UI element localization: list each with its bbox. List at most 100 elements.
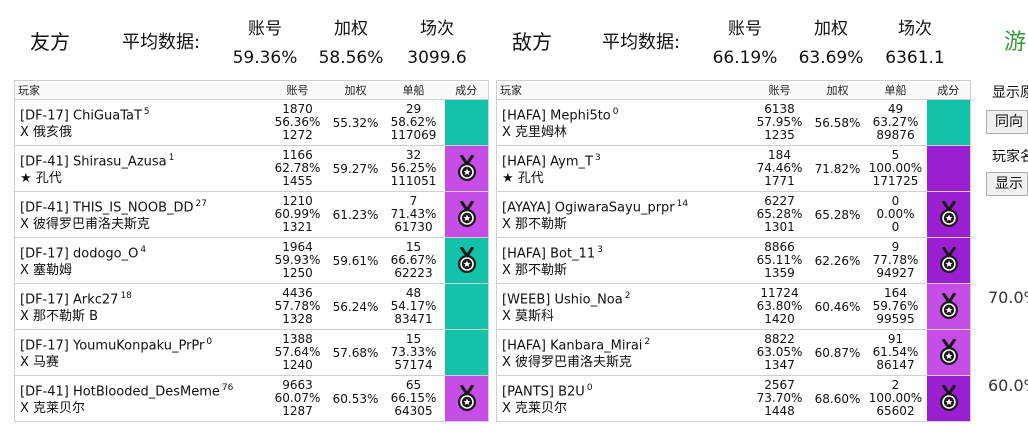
friendly-header-battles: 场次 xyxy=(420,19,454,39)
player-row[interactable]: [WEEB] Ushio_Noa 2 X 莫斯科 11724 63.80% 1420 60.… xyxy=(496,283,971,330)
rating-badge[interactable] xyxy=(444,192,489,237)
ship-stats-cell: 7 71.43% 61730 xyxy=(382,191,445,238)
account-winrate: 57.64% xyxy=(274,345,321,359)
player-name-text: [DF-41] HotBlooded_DesMeme xyxy=(20,384,220,400)
player-cell: [DF-17] YoumuKonpaku_PrPr 0 X 马赛 xyxy=(14,329,267,376)
player-rank-index: 5 xyxy=(143,106,150,117)
rating-badge[interactable] xyxy=(444,146,489,191)
column-rating[interactable]: 成分 xyxy=(444,80,489,100)
weighted-winrate: 55.32% xyxy=(328,99,383,146)
ship-stats-cell: 15 73.33% 57174 xyxy=(382,329,445,376)
account-battles: 9663 xyxy=(282,378,313,392)
rating-badge-cell xyxy=(444,329,489,376)
account-battles: 6227 xyxy=(764,194,795,208)
ship-name: X 塞勒姆 xyxy=(20,263,73,279)
rating-badge[interactable] xyxy=(444,100,489,145)
column-player[interactable]: 玩家 xyxy=(496,80,749,100)
app-title-fragment: 游 xyxy=(1004,30,1027,55)
player-row[interactable]: [HAFA] Kanbara_Mirai 2 X 彼得罗巴甫洛夫斯克 8822 63.0… xyxy=(496,329,971,376)
column-ship[interactable]: 单船 xyxy=(864,80,927,100)
weighted-winrate: 59.61% xyxy=(328,237,383,284)
rating-badge[interactable] xyxy=(926,100,971,145)
player-row[interactable]: [DF-41] THIS_IS_NOOB_DD 27 X 彼得罗巴甫洛夫斯克 1210… xyxy=(14,191,489,238)
weighted-winrate: 57.68% xyxy=(328,329,383,376)
column-rating[interactable]: 成分 xyxy=(926,80,971,100)
account-stats-cell: 9663 60.07% 1287 xyxy=(266,375,329,422)
player-row[interactable]: [HAFA] Bot_11 3 X 那不勒斯 8866 65.11% 1359 62.26%… xyxy=(496,237,971,284)
rating-badge[interactable] xyxy=(926,376,971,421)
player-cell: [PANTS] B2U 0 X 克莱贝尔 xyxy=(496,375,749,422)
player-row[interactable]: [DF-17] Arkc27 18 X 那不勒斯 B 4436 57.78% 1328 56… xyxy=(14,283,489,330)
ship-battles: 164 xyxy=(884,286,907,300)
column-weighted[interactable]: 加权 xyxy=(328,80,383,100)
ship-battles: 91 xyxy=(887,332,904,346)
show-button[interactable]: 显示 xyxy=(986,172,1028,196)
player-row[interactable]: [DF-17] ChiGuaTaT 5 X 俄亥俄 1870 56.36% 1272 55.… xyxy=(14,99,489,146)
player-name-text: [HAFA] Mephi5to xyxy=(502,108,611,124)
rating-badge[interactable] xyxy=(926,330,971,375)
account-battles: 4436 xyxy=(282,286,313,300)
column-ship[interactable]: 单船 xyxy=(382,80,445,100)
ship-name: X 克莱贝尔 xyxy=(502,401,568,417)
account-winrate: 60.99% xyxy=(274,207,321,221)
player-name-text: [HAFA] Kanbara_Mirai xyxy=(502,338,643,354)
player-name-text: [DF-41] Shirasu_Azusa xyxy=(20,154,167,170)
medal-icon xyxy=(457,200,476,227)
ship-winrate: 100.00% xyxy=(868,161,923,175)
ship-avg-damage: 89876 xyxy=(876,128,915,142)
rating-badge[interactable] xyxy=(444,284,489,329)
ship-name: ★ 孔代 xyxy=(502,171,544,187)
ship-name: X 克里姆林 xyxy=(502,125,568,141)
rating-badge[interactable] xyxy=(926,146,971,191)
rating-badge[interactable] xyxy=(926,192,971,237)
player-row[interactable]: [HAFA] Mephi5to 0 X 克里姆林 6138 57.95% 1235 56.5… xyxy=(496,99,971,146)
account-winrate: 56.36% xyxy=(274,115,321,129)
enemy-player-table: 玩家 账号 加权 单船 成分 [HAFA] Mephi5to 0 X 克里姆林 613… xyxy=(496,80,971,422)
rating-badge-cell xyxy=(926,283,971,330)
account-avg-damage: 1272 xyxy=(282,128,313,142)
ship-stats-cell: 65 66.15% 64305 xyxy=(382,375,445,422)
player-row[interactable]: [DF-17] YoumuKonpaku_PrPr 0 X 马赛 1388 57.64%… xyxy=(14,329,489,376)
ship-avg-damage: 65602 xyxy=(876,404,915,418)
player-row[interactable]: [DF-41] Shirasu_Azusa 1 ★ 孔代 1166 62.78% 1455… xyxy=(14,145,489,192)
player-row[interactable]: [DF-17] dodogo_O 4 X 塞勒姆 1964 59.93% 1250 59.6… xyxy=(14,237,489,284)
ship-name: X 马赛 xyxy=(20,355,60,371)
account-stats-cell: 184 74.46% 1771 xyxy=(748,145,811,192)
rating-badge[interactable] xyxy=(444,376,489,421)
enemy-avg-label: 平均数据: xyxy=(602,32,681,53)
ship-name: X 彼得罗巴甫洛夫斯克 xyxy=(502,355,633,371)
player-rank-index: 2 xyxy=(624,290,631,301)
rating-badge-cell xyxy=(444,375,489,422)
player-row[interactable]: [PANTS] B2U 0 X 克莱贝尔 2567 73.70% 1448 68.60% 2 1… xyxy=(496,375,971,422)
player-rank-index: 0 xyxy=(206,336,213,347)
direction-button[interactable]: 同向 xyxy=(986,110,1028,134)
player-row[interactable]: [AYAYA] OgiwaraSayu_prpr 14 X 那不勒斯 6227 65.2… xyxy=(496,191,971,238)
account-avg-damage: 1420 xyxy=(764,312,795,326)
player-rank-index: 1 xyxy=(168,152,175,163)
percent-label-70: 70.0% xyxy=(988,288,1028,307)
player-rank-index: 4 xyxy=(140,244,147,255)
player-rank-index: 0 xyxy=(586,382,593,393)
column-weighted[interactable]: 加权 xyxy=(810,80,865,100)
player-rank-index: 76 xyxy=(221,382,234,393)
account-winrate: 57.78% xyxy=(274,299,321,313)
player-cell: [DF-41] THIS_IS_NOOB_DD 27 X 彼得罗巴甫洛夫斯克 xyxy=(14,191,267,238)
player-cell: [DF-41] HotBlooded_DesMeme 76 X 克莱贝尔 xyxy=(14,375,267,422)
medal-icon xyxy=(939,200,958,227)
account-winrate: 60.07% xyxy=(274,391,321,405)
rating-badge[interactable] xyxy=(444,238,489,283)
account-battles: 6138 xyxy=(764,102,795,116)
column-player[interactable]: 玩家 xyxy=(14,80,267,100)
account-stats-cell: 4436 57.78% 1328 xyxy=(266,283,329,330)
ship-stats-cell: 48 54.17% 83471 xyxy=(382,283,445,330)
account-stats-cell: 1964 59.93% 1250 xyxy=(266,237,329,284)
rating-badge[interactable] xyxy=(926,284,971,329)
medal-icon xyxy=(939,338,958,365)
player-row[interactable]: [DF-41] HotBlooded_DesMeme 76 X 克莱贝尔 9663 60… xyxy=(14,375,489,422)
rating-badge[interactable] xyxy=(926,238,971,283)
column-account[interactable]: 账号 xyxy=(748,80,811,100)
rating-badge[interactable] xyxy=(444,330,489,375)
column-account[interactable]: 账号 xyxy=(266,80,329,100)
account-avg-damage: 1328 xyxy=(282,312,313,326)
player-row[interactable]: [HAFA] Aym_T 3 ★ 孔代 184 74.46% 1771 71.82% 5 100… xyxy=(496,145,971,192)
